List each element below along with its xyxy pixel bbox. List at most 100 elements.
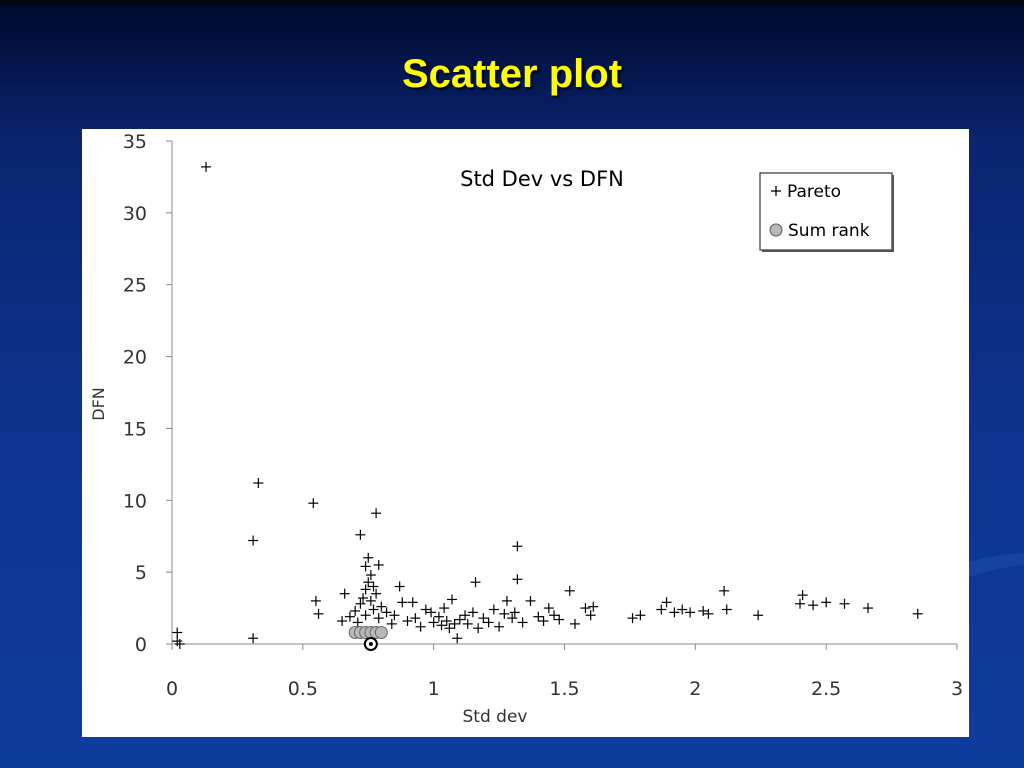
pareto-point [585,610,596,621]
pareto-point [389,610,400,621]
pareto-point [488,604,499,615]
pareto-point [685,607,696,618]
y-tick-label: 30 [123,203,147,225]
pareto-point [344,611,355,622]
pareto-point [494,621,505,632]
pareto-point [470,577,481,588]
pareto-point [501,595,512,606]
pareto-point [365,595,376,606]
legend-pareto-label: Pareto [787,182,841,202]
pareto-point [467,607,478,618]
pareto-point [452,633,463,644]
y-tick-label: 10 [123,490,147,512]
pareto-point [525,595,536,606]
pareto-point [677,604,688,615]
pareto-point [669,607,680,618]
pareto-point [533,611,544,622]
pareto-point [363,552,374,563]
pareto-point [373,613,384,624]
pareto-point [549,610,560,621]
pareto-point [564,585,575,596]
y-tick-label: 20 [123,347,147,369]
pareto-point [386,618,397,629]
legend: Pareto Sum rank [759,172,894,252]
pareto-point [402,616,413,627]
pareto-point [483,617,494,628]
pareto-point [449,618,460,629]
sum-rank-point-center [368,642,373,646]
pareto-point [912,608,923,619]
pareto-point [446,594,457,605]
x-tick-label: 2.5 [811,678,841,700]
pareto-point [420,604,431,615]
x-axis-label: Std dev [463,707,528,727]
pareto-point [172,636,183,647]
pareto-point [635,610,646,621]
pareto-point [376,601,387,612]
pareto-point [627,613,638,624]
pareto-point [478,613,489,624]
pareto-point [517,617,528,628]
pareto-point [509,607,520,618]
pareto-point [368,581,379,592]
pareto-point [656,604,667,615]
pareto-point [543,603,554,614]
pareto-point [661,597,672,608]
pareto-series [172,161,923,649]
pareto-point [719,585,730,596]
pareto-point [360,610,371,621]
sum-rank-point [374,626,388,640]
pareto-point [538,616,549,627]
pareto-point [569,618,580,629]
legend-sum-rank-label: Sum rank [788,221,870,241]
pareto-point [808,600,819,611]
pareto-point [797,590,808,601]
pareto-point [460,610,471,621]
pareto-point [368,604,379,615]
x-tick-label: 3 [951,678,963,700]
pareto-point [507,613,518,624]
pareto-point [397,597,408,608]
pareto-point [462,618,473,629]
pareto-point [426,607,437,618]
pareto-point [363,577,374,588]
pareto-point [433,611,444,622]
pareto-point [355,529,366,540]
chart-panel: 0 5 10 15 20 25 30 35 0 0.5 1 1.5 2 2.5 3 Std Dev vs … [82,129,969,737]
pareto-point [365,570,376,581]
pareto-point [313,608,324,619]
pareto-point [588,601,599,612]
legend-pareto-marker [771,186,781,196]
pareto-point [454,614,465,625]
pareto-point [381,607,392,618]
pareto-point [580,603,591,614]
pareto-point [172,627,183,638]
pareto-point [248,633,259,644]
pareto-point [360,561,371,572]
pareto-point [415,621,426,632]
pareto-point [473,623,484,634]
x-tick-label: 1.5 [549,678,579,700]
pareto-point [428,617,439,628]
sum-rank-series [348,626,388,651]
pareto-point [703,608,714,619]
pareto-point [698,605,709,616]
pareto-point [352,617,363,628]
pareto-point [350,605,361,616]
pareto-point [360,584,371,595]
pareto-point [308,498,319,509]
scatter-chart: 0 5 10 15 20 25 30 35 0 0.5 1 1.5 2 2.5 3 Std Dev vs … [89,131,963,727]
y-tick-label: 0 [135,634,147,656]
x-axis-ticks: 0 0.5 1 1.5 2 2.5 3 [166,644,963,700]
pareto-point [201,161,212,172]
y-tick-label: 5 [135,562,147,584]
legend-sum-rank-marker [769,223,783,237]
y-tick-label: 25 [123,275,147,297]
pareto-point [863,603,874,614]
pareto-point [394,581,405,592]
pareto-point [310,595,321,606]
pareto-point [358,593,369,604]
x-tick-label: 0 [166,678,178,700]
pareto-point [371,508,382,519]
x-tick-label: 0.5 [288,678,318,700]
